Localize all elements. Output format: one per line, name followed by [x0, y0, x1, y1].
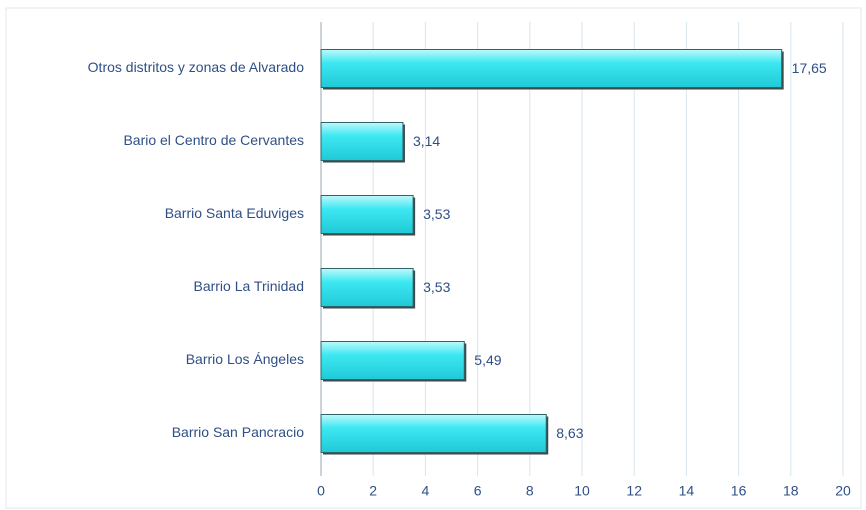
- value-label: 8,63: [556, 425, 583, 441]
- x-tick-label: 18: [783, 483, 799, 499]
- x-tick-label: 8: [526, 483, 534, 499]
- bar: [320, 414, 547, 453]
- bar: [320, 195, 414, 234]
- bar: [320, 49, 783, 88]
- value-label: 3,53: [423, 279, 450, 295]
- y-tick-label: Barrio La Trinidad: [193, 278, 304, 294]
- bar: [320, 122, 404, 161]
- value-label: 3,14: [413, 133, 440, 149]
- y-tick-label: Otros distritos y zonas de Alvarado: [88, 59, 305, 75]
- value-label: 3,53: [423, 206, 450, 222]
- x-tick-label: 10: [574, 483, 590, 499]
- y-tick-label: Barrio Santa Eduviges: [165, 205, 304, 221]
- x-tick-label: 6: [474, 483, 482, 499]
- bar: [320, 268, 414, 307]
- x-tick-label: 14: [679, 483, 695, 499]
- x-tick-label: 4: [422, 483, 430, 499]
- y-tick-label: Barrio Los Ángeles: [186, 351, 304, 367]
- x-tick-label: 16: [731, 483, 747, 499]
- x-tick-label: 0: [317, 483, 325, 499]
- x-tick-label: 20: [835, 483, 851, 499]
- value-label: 5,49: [474, 352, 501, 368]
- value-label: 17,65: [792, 60, 827, 76]
- chart-frame: [5, 7, 862, 509]
- y-tick-label: Barrio San Pancracio: [172, 424, 305, 440]
- x-tick-label: 12: [626, 483, 642, 499]
- bar: [320, 341, 465, 380]
- y-tick-label: Bario el Centro de Cervantes: [123, 132, 304, 148]
- x-tick-label: 2: [369, 483, 377, 499]
